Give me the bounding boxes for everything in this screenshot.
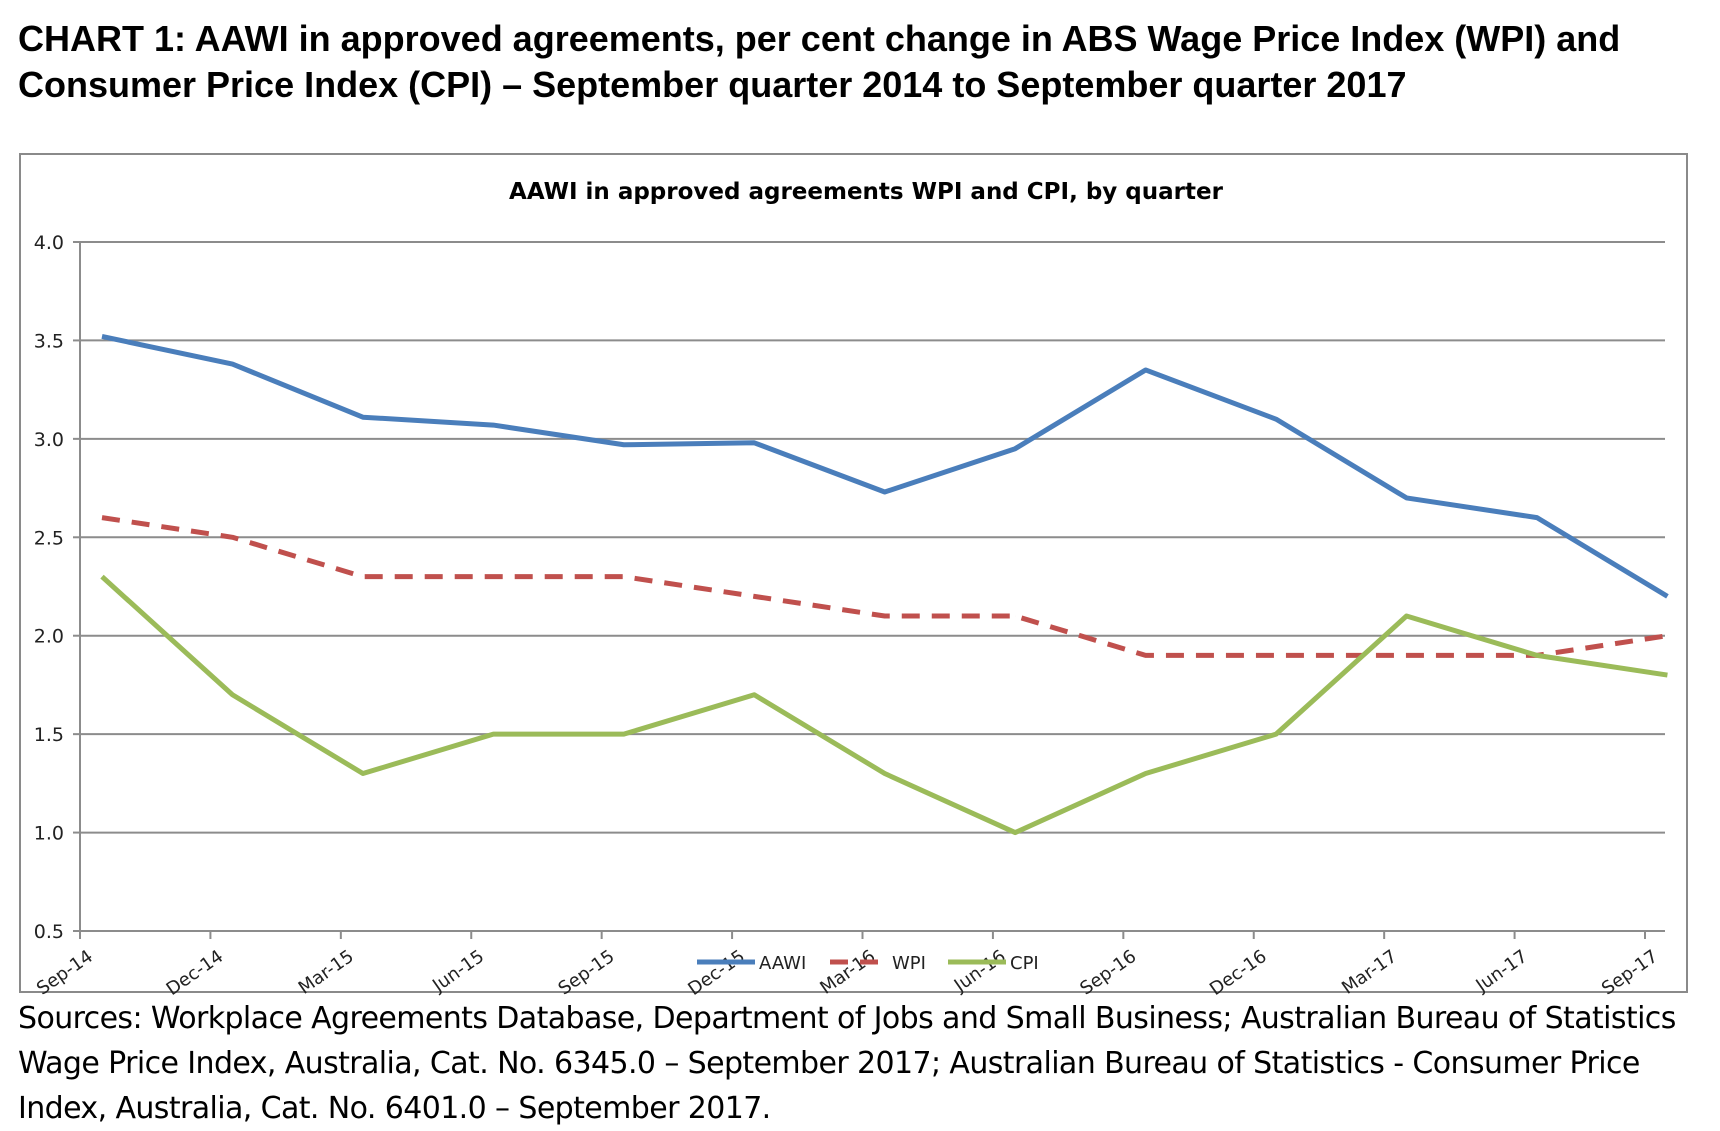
legend-label-aawi: AAWI xyxy=(759,953,806,974)
y-tick-label: 0.5 xyxy=(34,921,64,943)
x-tick-label: Sep-15 xyxy=(555,946,619,1000)
x-tick-label: Jun-16 xyxy=(950,946,1010,997)
x-tick-label: Sep-17 xyxy=(1598,946,1662,1000)
x-tick-label: Sep-16 xyxy=(1076,946,1140,1000)
x-tick-label: Dec-16 xyxy=(1206,946,1271,1000)
y-tick-label: 1.0 xyxy=(34,823,64,845)
y-tick-label: 1.5 xyxy=(34,724,64,746)
x-tick-label: Dec-15 xyxy=(684,946,749,1000)
y-tick-label: 3.5 xyxy=(34,330,64,352)
x-tick-label: Mar-16 xyxy=(816,946,879,999)
legend-label-wpi: WPI xyxy=(892,953,926,974)
y-tick-label: 4.0 xyxy=(34,232,64,254)
sources-note: Sources: Workplace Agreements Database, … xyxy=(18,996,1698,1131)
x-tick-label: Sep-14 xyxy=(33,946,97,1000)
x-tick-label: Mar-17 xyxy=(1338,946,1401,999)
y-tick-label: 2.5 xyxy=(34,527,64,549)
x-tick-label: Jun-15 xyxy=(428,946,488,997)
series-line-aawi xyxy=(102,336,1667,596)
x-tick-label: Mar-15 xyxy=(295,946,358,999)
chart-title: AAWI in approved agreements WPI and CPI,… xyxy=(509,179,1224,205)
y-tick-label: 2.0 xyxy=(34,626,64,648)
legend-label-cpi: CPI xyxy=(1010,953,1039,974)
x-tick-label: Jun-17 xyxy=(1471,946,1531,997)
y-tick-label: 3.0 xyxy=(34,429,64,451)
x-tick-label: Dec-14 xyxy=(163,946,228,1000)
